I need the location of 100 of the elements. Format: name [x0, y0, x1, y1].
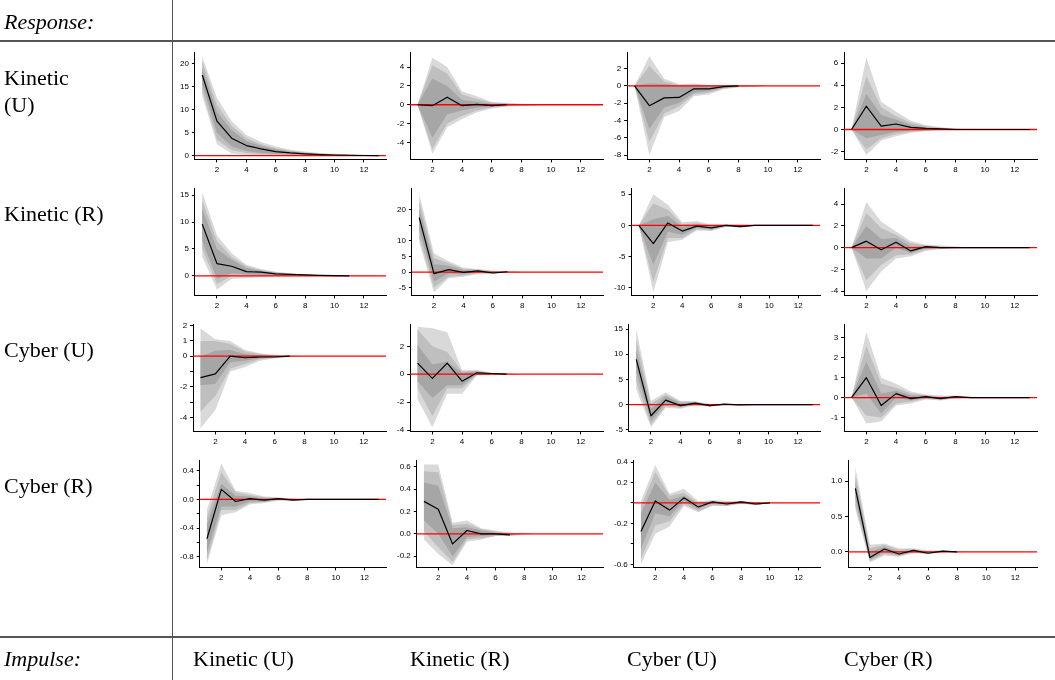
- x-tick-label: 10: [330, 165, 340, 175]
- x-tick-label: 6: [490, 301, 496, 311]
- y-tick-label: -5: [615, 425, 624, 435]
- y-tick-label: -5: [618, 251, 627, 261]
- y-tick-label: 2: [616, 63, 622, 73]
- text: Kinetic (R): [410, 645, 510, 672]
- y-tick-label: 0: [182, 351, 188, 361]
- y-tick-label: -0.2: [396, 551, 412, 561]
- y-tick-label: 0: [399, 99, 405, 109]
- y-tick-label: -2: [179, 382, 188, 392]
- x-tick-label: 12: [360, 573, 370, 583]
- y-tick-label: 20: [396, 204, 407, 214]
- x-tick-label: 8: [736, 165, 742, 175]
- x-tick-label: 6: [273, 165, 279, 175]
- y-tick-label: -2: [830, 264, 839, 274]
- x-tick-label: 12: [793, 301, 804, 311]
- y-tick-label: -4: [396, 425, 405, 435]
- text: Response:: [4, 8, 95, 35]
- x-tick-label: 10: [330, 301, 340, 311]
- x-tick-label: 12: [1010, 165, 1020, 175]
- x-tick-label: 8: [304, 573, 310, 583]
- x-tick-label: 6: [493, 573, 499, 583]
- y-tick-label: 1.0: [831, 476, 843, 486]
- y-tick-label: -4: [830, 286, 839, 296]
- x-tick-label: 12: [793, 437, 803, 447]
- x-tick-label: 12: [577, 573, 587, 583]
- y-tick-label: 0: [401, 267, 407, 277]
- y-tick-label: -5: [398, 282, 407, 292]
- x-tick-label: 8: [954, 573, 960, 583]
- y-tick-label: 5: [184, 244, 190, 254]
- x-tick-label: 10: [980, 437, 991, 447]
- x-tick-label: 8: [302, 437, 308, 447]
- x-tick-label: 6: [923, 437, 929, 447]
- x-tick-label: 2: [214, 165, 220, 175]
- text: Impulse:: [4, 645, 81, 672]
- text: Cyber (U): [4, 336, 95, 363]
- y-tick-label: -1: [830, 412, 839, 422]
- y-tick-label: 2: [833, 102, 839, 112]
- x-tick-label: 8: [738, 573, 744, 583]
- x-tick-label: 4: [676, 165, 682, 175]
- y-tick-label: 0: [621, 220, 627, 230]
- x-tick-label: 12: [359, 301, 369, 311]
- x-tick-label: 4: [244, 301, 250, 311]
- y-tick-label: 10: [179, 104, 190, 114]
- x-tick-label: 6: [489, 165, 495, 175]
- y-tick-label: 5: [618, 374, 624, 384]
- x-tick-label: 12: [576, 437, 586, 447]
- x-tick-label: 10: [547, 301, 557, 311]
- x-tick-label: 10: [548, 573, 558, 583]
- x-tick-label: 2: [213, 437, 219, 447]
- x-tick-label: 6: [709, 301, 715, 311]
- x-tick-label: 4: [459, 437, 465, 447]
- y-tick-label: 0.0: [399, 529, 412, 539]
- y-tick-label: 20: [179, 58, 190, 68]
- y-tick-label: 15: [179, 81, 190, 91]
- x-tick-label: 8: [519, 301, 525, 311]
- y-tick-label: -4: [613, 115, 622, 125]
- x-tick-label: 10: [981, 573, 992, 583]
- y-tick-label: 0.4: [399, 484, 412, 494]
- y-tick-label: 0.5: [831, 511, 843, 521]
- text: Cyber (R): [4, 472, 94, 499]
- x-tick-label: 2: [430, 437, 436, 447]
- y-tick-label: 10: [179, 217, 190, 227]
- y-tick-label: 0: [833, 124, 839, 134]
- x-tick-label: 10: [546, 437, 557, 447]
- y-tick-label: -0.2: [613, 518, 629, 528]
- x-tick-label: 4: [461, 301, 467, 311]
- y-tick-label: 3: [833, 333, 839, 343]
- x-tick-label: 8: [953, 437, 959, 447]
- text: Kinetic (U): [193, 645, 294, 672]
- y-tick-label: -2: [830, 146, 839, 156]
- x-tick-label: 2: [647, 165, 653, 175]
- x-tick-label: 4: [680, 301, 686, 311]
- y-tick-label: 0.2: [616, 477, 629, 487]
- x-tick-label: 2: [214, 301, 220, 311]
- y-tick-label: 5: [401, 251, 407, 261]
- y-tick-label: -6: [613, 132, 622, 142]
- y-tick-label: 5: [621, 189, 627, 199]
- x-tick-label: 2: [653, 573, 659, 583]
- x-tick-label: 6: [489, 437, 495, 447]
- x-tick-label: 8: [953, 165, 959, 175]
- y-tick-label: 2: [833, 221, 839, 231]
- y-tick-label: 4: [833, 80, 839, 90]
- y-tick-label: -0.6: [613, 559, 629, 569]
- y-tick-label: 2: [399, 81, 405, 91]
- x-tick-label: 4: [678, 437, 684, 447]
- y-tick-label: 2: [833, 353, 839, 363]
- x-tick-label: 10: [980, 165, 991, 175]
- text: Cyber (R): [844, 645, 933, 672]
- y-tick-label: 0: [399, 369, 405, 379]
- x-tick-label: 2: [867, 573, 873, 583]
- x-tick-label: 8: [736, 437, 742, 447]
- y-tick-label: 4: [833, 199, 839, 209]
- x-tick-label: 6: [272, 437, 278, 447]
- y-tick-label: -2: [396, 397, 405, 407]
- text: Cyber (U): [627, 645, 717, 672]
- y-tick-label: 0: [833, 392, 839, 402]
- x-tick-label: 4: [893, 437, 899, 447]
- y-tick-label: -4: [396, 137, 405, 147]
- x-tick-label: 10: [331, 573, 341, 583]
